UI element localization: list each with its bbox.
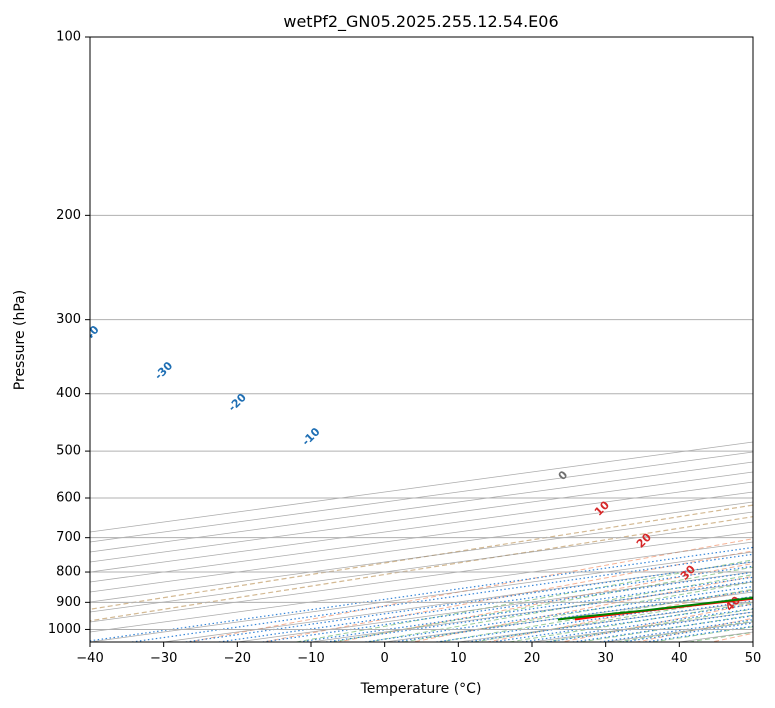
isotherm-label-blue: -40	[78, 323, 101, 346]
y-tick-label: 600	[56, 491, 81, 506]
x-axis: −40 −30 −20 −10 0 10 20 30 40 50	[76, 642, 761, 666]
moist-adiabat	[403, 581, 753, 642]
x-tick-label: 30	[597, 651, 614, 666]
isotherm	[90, 521, 753, 613]
isotherm	[90, 501, 753, 593]
y-tick-label: 400	[56, 386, 81, 401]
pressure-grid	[90, 37, 753, 630]
x-tick-label: −20	[224, 651, 251, 666]
x-tick-label: 0	[381, 651, 389, 666]
plot-area	[90, 37, 753, 642]
dry-adiabat	[188, 538, 753, 642]
y-tick-label: 800	[56, 565, 81, 580]
isotherm	[90, 471, 753, 563]
x-tick-label: 10	[450, 651, 467, 666]
y-tick-label: 300	[56, 312, 81, 327]
isotherm	[90, 461, 753, 553]
mixing-ratio-line	[467, 600, 753, 642]
mixing-ratio-line	[131, 553, 753, 642]
y-tick-label: 900	[56, 595, 81, 610]
mixing-ratio-line	[436, 595, 753, 642]
ice-curve	[90, 504, 753, 610]
mixing-ratio-line	[492, 603, 753, 642]
chart-title: wetPf2_GN05.2025.255.12.54.E06	[283, 12, 558, 32]
ice-curve	[90, 516, 753, 622]
moist-adiabat	[332, 566, 753, 642]
isotherm	[90, 481, 753, 573]
y-axis-label: Pressure (hPa)	[12, 290, 28, 390]
x-tick-label: 40	[671, 651, 688, 666]
y-tick-label: 700	[56, 530, 81, 545]
mixing-ratio-line	[185, 561, 753, 642]
y-tick-label: 100	[56, 30, 81, 45]
isotherm	[90, 531, 753, 623]
plot-frame	[89, 36, 754, 643]
x-tick-label: 50	[745, 651, 762, 666]
x-axis-label: Temperature (°C)	[360, 681, 482, 697]
background-lines	[90, 441, 753, 642]
y-tick-label: 200	[56, 208, 81, 223]
x-tick-label: −30	[150, 651, 177, 666]
x-tick-label: 20	[524, 651, 541, 666]
y-tick-label: 500	[56, 444, 81, 459]
isotherm	[90, 491, 753, 583]
y-axis: 100 200 300 400 500 600 700 800 900 1000	[48, 30, 90, 637]
isotherm	[90, 451, 753, 543]
x-tick-label: −40	[76, 651, 103, 666]
mixing-ratio-line	[90, 546, 753, 642]
isotherm	[90, 511, 753, 603]
y-tick-label: 1000	[48, 622, 81, 637]
mixing-ratio-line	[522, 608, 753, 642]
x-tick-label: −10	[297, 651, 324, 666]
